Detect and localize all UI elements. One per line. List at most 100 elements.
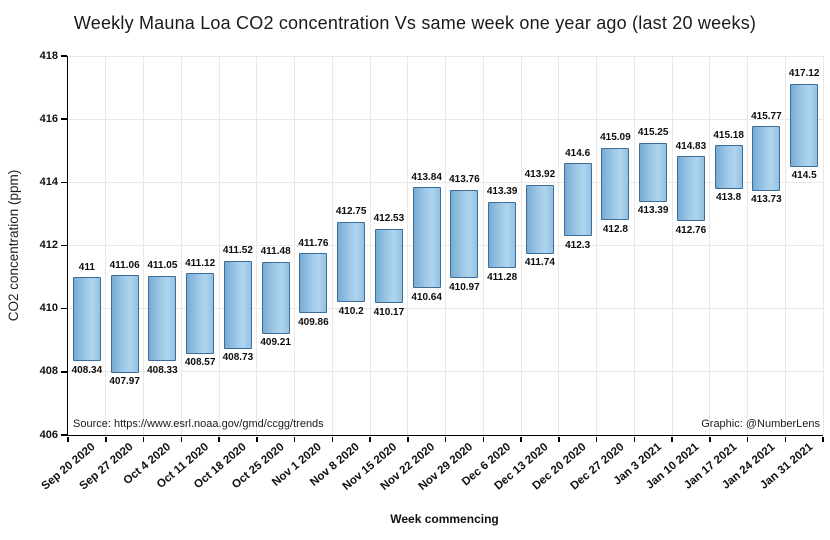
y-tick-label: 418 [39,49,58,62]
x-tick-mark [558,437,560,442]
bar-top-value: 411.12 [185,257,216,269]
bar-top-value: 413.84 [411,171,442,183]
x-tick-mark [105,437,107,442]
x-gridline [482,56,484,435]
y-tick-mark [61,55,67,57]
y-tick-mark [61,434,67,436]
x-tick-mark [671,437,673,442]
y-tick-label: 408 [39,365,58,378]
x-gridline [445,56,446,435]
x-gridline [709,56,711,435]
range-bar [337,221,366,303]
range-bar [186,273,215,354]
bar-bottom-value: 410.97 [449,281,480,293]
chart-title: Weekly Mauna Loa CO2 concentration Vs sa… [73,13,757,33]
bar-bottom-value: 412.8 [602,223,628,235]
x-tick-mark [369,437,371,442]
range-bar [374,228,403,304]
x-tick-mark [331,437,333,442]
y-tick-label: 414 [39,175,58,188]
x-tick-mark [746,437,749,442]
x-gridline [558,56,560,435]
x-tick-mark [142,437,145,442]
bar-top-value: 412.75 [335,206,367,218]
bar-bottom-value: 410.17 [373,306,405,318]
x-tick-mark [256,437,258,442]
bar-bottom-value: 408.57 [184,357,216,369]
range-bar [639,142,668,202]
x-gridline [520,56,522,435]
range-bar [110,275,139,373]
bar-bottom-value: 412.3 [565,239,591,251]
bar-top-value: 415.77 [751,110,782,122]
bar-bottom-value: 411.28 [487,271,518,283]
bar-top-value: 414.83 [675,140,707,152]
x-tick-mark [180,437,182,442]
bar-top-value: 415.25 [637,127,669,139]
range-bar [563,163,592,237]
x-gridline [369,56,371,435]
x-tick-mark [709,437,711,442]
range-bar [72,277,101,362]
bar-bottom-value: 408.34 [71,364,103,376]
bar-top-value: 411.06 [109,259,140,271]
range-bar [450,189,479,279]
range-bar [790,83,819,167]
bar-top-value: 413.39 [486,186,518,198]
bar-bottom-value: 408.73 [222,352,254,364]
range-bar [714,145,743,189]
range-bar [752,126,781,191]
x-tick-mark [444,437,447,442]
range-bar [148,275,177,362]
x-tick-mark [633,437,635,442]
x-gridline [256,56,258,435]
x-tick-mark [822,437,824,442]
bar-top-value: 411.48 [260,246,291,258]
bar-top-value: 411.52 [222,245,253,257]
bar-top-value: 413.92 [524,169,556,181]
credit-note: Graphic: @NumberLens [701,418,820,430]
range-bar [412,187,441,289]
x-gridline [218,56,220,435]
range-bar [299,253,328,314]
x-gridline [105,56,107,435]
plot-area: 411 408.34 411.06 407.97 411.05 408.33 411.12 4… [61,55,824,442]
bar-top-value: 412.53 [373,213,405,225]
x-gridline [596,56,597,435]
range-bar [525,184,554,254]
bar-bottom-value: 414.5 [791,170,817,182]
bar-bottom-value: 408.33 [147,364,178,376]
bar-bottom-value: 407.97 [109,376,140,388]
bar-bottom-value: 413.73 [751,194,782,206]
x-gridline [331,56,333,435]
x-gridline [143,56,144,435]
bar-top-value: 411.05 [147,260,178,271]
bar-bottom-value: 413.39 [637,205,669,217]
range-bar [676,156,705,222]
range-bar [223,260,252,349]
x-tick-mark [520,437,522,442]
y-tick-mark [61,307,67,310]
x-tick-mark [482,437,484,442]
bar-bottom-value: 410.64 [411,291,442,303]
y-tick-mark [61,118,67,120]
x-tick-mark [407,437,409,442]
x-gridline [633,56,635,435]
bar-bottom-value: 409.21 [260,337,291,349]
x-gridline [407,56,409,435]
x-tick-mark [784,437,786,442]
y-tick-label: 416 [39,112,58,125]
range-bar [601,147,630,221]
x-gridline [180,56,182,435]
bar-top-value: 415.09 [600,132,631,144]
bar-bottom-value: 411.74 [524,257,555,269]
x-gridline [822,56,824,435]
bar-top-value: 414.6 [565,147,591,159]
y-tick-mark [61,371,67,373]
x-gridline [671,56,673,435]
y-tick-label: 406 [39,428,58,441]
bar-top-value: 417.12 [788,68,820,80]
x-gridline [784,56,786,435]
x-tick-mark [595,437,598,442]
y-tick-label: 412 [39,239,58,251]
